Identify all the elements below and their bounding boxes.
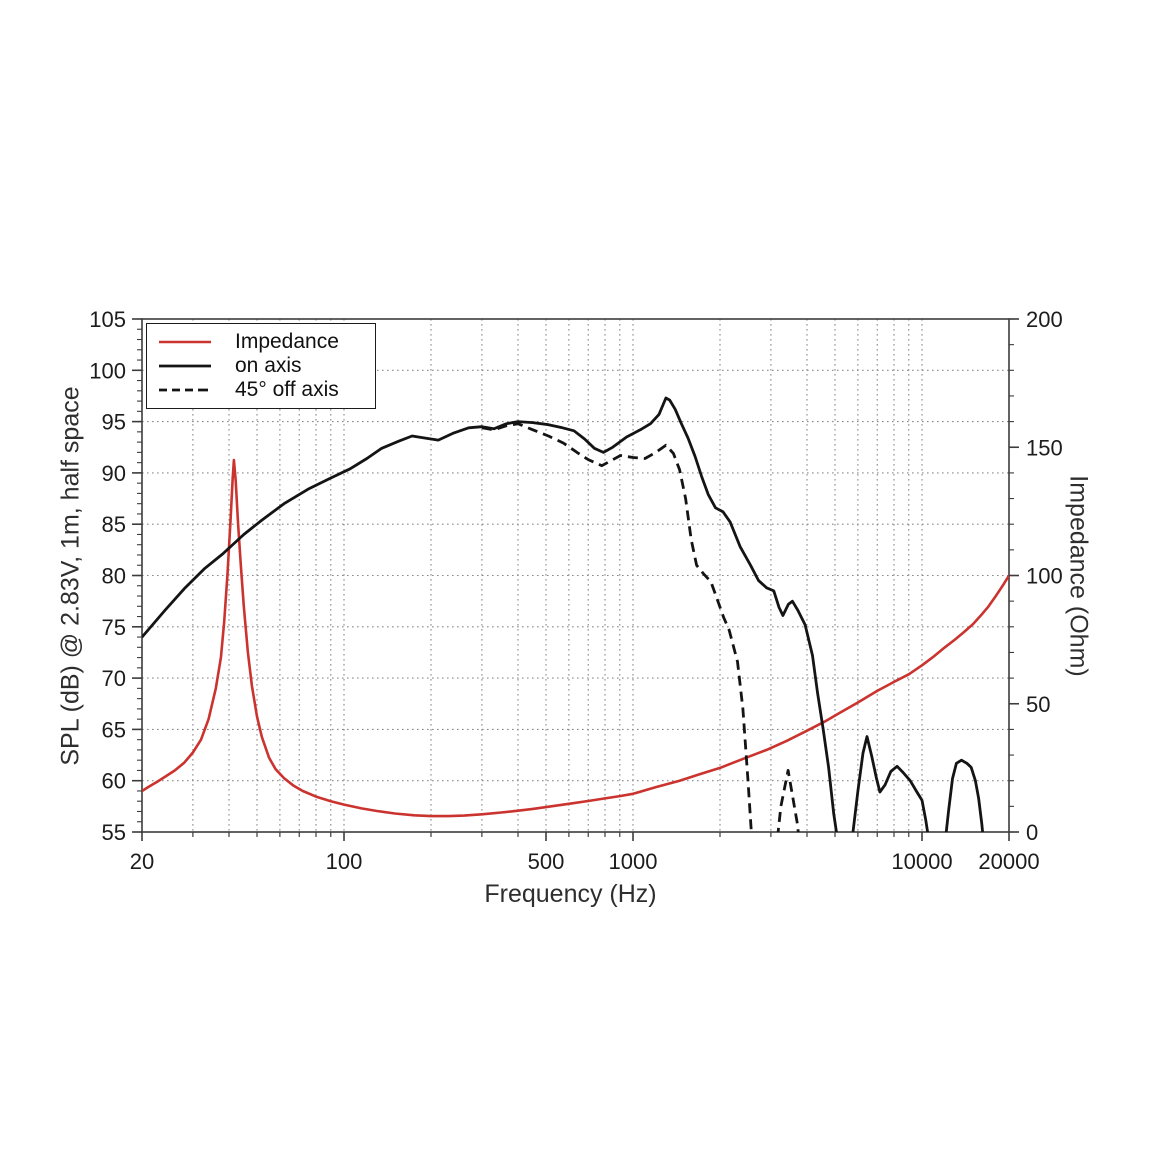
curve-45-off-axis [481, 422, 800, 832]
x-tick-label: 20000 [978, 849, 1039, 874]
legend-item-impedance: Impedance [157, 330, 375, 354]
y-left-tick-label: 65 [102, 717, 126, 742]
y-left-tick-label: 85 [102, 512, 126, 537]
legend-item-off-axis: 45° off axis [157, 378, 375, 402]
legend-label-off-axis: 45° off axis [235, 378, 339, 401]
legend-item-on-axis: on axis [157, 354, 375, 378]
y-left-tick-label: 95 [102, 410, 126, 435]
y-left-tick-label: 90 [102, 461, 126, 486]
legend-label-impedance: Impedance [235, 330, 339, 353]
y-left-tick-label: 80 [102, 564, 126, 589]
x-tick-label: 20 [130, 849, 154, 874]
y-left-tick-label: 105 [89, 307, 126, 332]
y-right-tick-label: 50 [1026, 692, 1050, 717]
y-left-tick-label: 55 [102, 820, 126, 845]
y-left-tick-label: 60 [102, 769, 126, 794]
x-tick-label: 500 [528, 849, 565, 874]
y-right-tick-label: 200 [1026, 307, 1063, 332]
y-right-tick-label: 150 [1026, 435, 1063, 460]
x-tick-label: 1000 [609, 849, 658, 874]
left-axis-title: SPL (dB) @ 2.83V, 1m, half space [56, 386, 85, 766]
right-axis-title: Impedance (Ohm) [1064, 475, 1093, 677]
y-left-tick-label: 70 [102, 666, 126, 691]
legend-label-on-axis: on axis [235, 354, 302, 377]
impedance-line-sample-icon [159, 340, 211, 344]
y-right-tick-label: 100 [1026, 564, 1063, 589]
x-tick-label: 10000 [891, 849, 952, 874]
y-left-tick-label: 100 [89, 358, 126, 383]
on-axis-line-sample-icon [159, 364, 211, 368]
off-axis-line-sample-icon [159, 388, 211, 392]
legend: Impedance on axis 45° off axis [146, 323, 376, 409]
y-left-tick-label: 75 [102, 615, 126, 640]
x-tick-label: 100 [326, 849, 363, 874]
curve-impedance [142, 458, 1009, 818]
y-right-tick-label: 0 [1026, 820, 1038, 845]
x-axis-title: Frequency (Hz) [484, 880, 657, 908]
curve-on-axis [142, 396, 985, 832]
